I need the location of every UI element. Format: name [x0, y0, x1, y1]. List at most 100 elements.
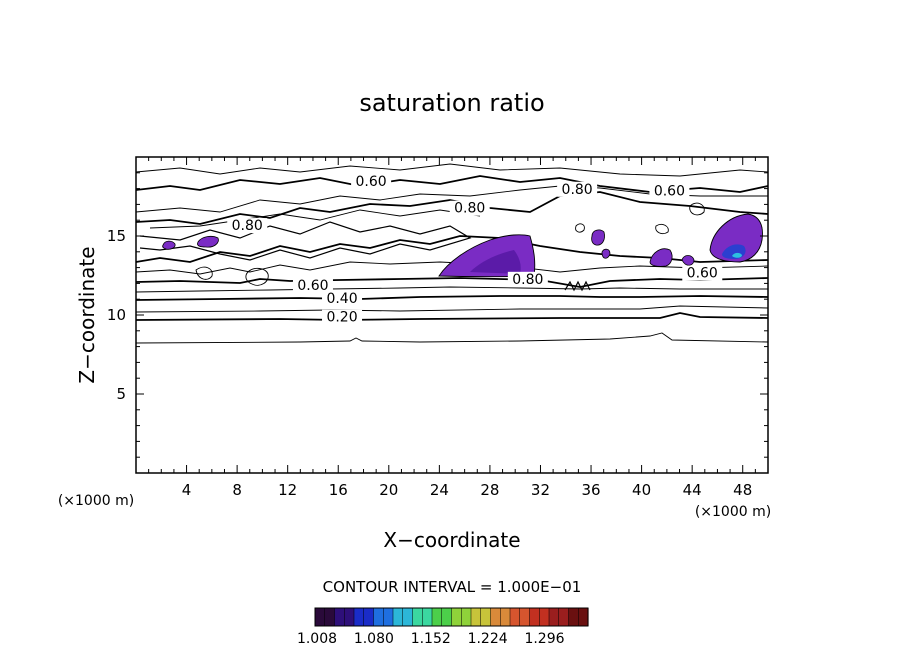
contour-blob-3: [575, 223, 585, 233]
x-tick-label: 32: [531, 481, 550, 499]
contour-blob-1: [245, 267, 269, 286]
contour-line-080-upper: [135, 191, 769, 225]
colorbar-cell: [510, 608, 521, 626]
contour-blob-4: [655, 223, 669, 235]
x-tick-label: 8: [232, 481, 242, 499]
region-left-1: [162, 240, 176, 250]
colorbar-tick-label: 1.224: [468, 631, 508, 647]
chart-title: saturation ratio: [359, 89, 544, 117]
region-mid-1: [591, 229, 605, 246]
y-axis-label: Z−coordinate: [75, 246, 99, 383]
contour-blob-2: [195, 266, 213, 280]
contour-label: 0.60: [297, 278, 328, 294]
colorbar-cell: [432, 608, 443, 626]
contour-line-low: [135, 332, 769, 344]
contour-label-background: [649, 183, 690, 199]
colorbar-cell: [422, 608, 433, 626]
colorbar: 1.008 1.080 1.152 1.224 1.296: [297, 607, 589, 647]
y-tick-label: 5: [116, 385, 126, 403]
contour-label-background: [322, 309, 363, 325]
colorbar-cell: [529, 608, 540, 626]
contour-line-050: [135, 286, 768, 293]
contour-ridge: [564, 280, 591, 292]
x-tick-label: 20: [379, 481, 398, 499]
colorbar-cell: [568, 608, 579, 626]
colorbar-tick-label: 1.008: [297, 631, 337, 647]
contour-lines: [135, 163, 769, 344]
colorbar-cell: [519, 608, 531, 626]
contour-label: 0.40: [326, 291, 357, 307]
x-tick-label: 24: [430, 481, 449, 499]
contour-label-background: [227, 218, 268, 234]
colorbar-cell: [373, 608, 384, 626]
contour-label: 0.60: [356, 174, 387, 190]
contour-blob-5: [689, 202, 705, 216]
colorbar-cell: [344, 608, 355, 626]
contour-label: 0.80: [562, 182, 593, 198]
contour-label-background: [351, 173, 392, 189]
x-tick-label: 40: [632, 481, 651, 499]
x-tick-label: 16: [329, 481, 348, 499]
contour-label-background: [292, 278, 333, 294]
colorbar-cell: [315, 608, 326, 626]
colorbar-cell: [441, 608, 453, 626]
y-axis: 5 10 15: [107, 172, 768, 458]
region-right-large: [709, 213, 763, 263]
colorbar-cell: [549, 608, 560, 626]
supersaturated-regions: [162, 213, 763, 278]
colorbar-tick-label: 1.080: [354, 631, 394, 647]
x-tick-label: 4: [182, 481, 192, 499]
y-tick-label: 15: [107, 227, 126, 245]
colorbar-cell: [393, 608, 404, 626]
colorbar-tick-label: 1.152: [411, 631, 451, 647]
region-right-1: [649, 248, 673, 267]
colorbar-cell: [383, 608, 394, 626]
x-axis: 4 8 12 16 20 24 28 32 36 40 44 48: [148, 157, 756, 499]
contour-label-group: 0.60 0.80 0.600.800.800.600.800.600.400.20: [227, 173, 723, 326]
contour-label-background: [449, 200, 490, 216]
contour-label-background: [507, 271, 548, 287]
colorbar-cell: [480, 608, 492, 626]
contour-label: 0.80: [454, 201, 485, 217]
colorbar-cell: [363, 608, 375, 626]
contour-line-060: [135, 277, 769, 288]
x-tick-label: 28: [480, 481, 499, 499]
contour-line-070: [135, 261, 769, 275]
colorbar-cell: [354, 608, 365, 626]
contour-line-020: [135, 312, 769, 321]
colorbar-cell: [490, 608, 501, 626]
region-mid-2: [601, 248, 611, 259]
colorbar-cell: [451, 608, 462, 626]
contour-line-030: [135, 305, 769, 313]
colorbar-cell: [412, 608, 423, 626]
contour-label: 0.60: [687, 266, 718, 282]
x-tick-label: 12: [278, 481, 297, 499]
colorbar-cell: [539, 608, 550, 626]
region-central-inner: [470, 250, 521, 274]
region-left-2: [197, 235, 219, 248]
contour-label-background: [682, 265, 723, 281]
y-tick-label: 10: [107, 306, 126, 324]
contour-label: 0.80: [512, 272, 543, 288]
x-axis-label: X−coordinate: [383, 528, 520, 552]
contour-label-background: [557, 181, 598, 197]
colorbar-cell: [558, 608, 570, 626]
contour-label: 0.80: [232, 218, 263, 234]
contour-label: 0.20: [326, 310, 357, 326]
colorbar-cell: [461, 608, 472, 626]
x-unit-left: (×1000 m): [58, 493, 134, 509]
colorbar-cell: [402, 608, 414, 626]
contour-line-050-upper: [135, 163, 769, 177]
colorbar-cell: [578, 608, 589, 626]
contour-line-080-lower: [135, 235, 769, 263]
colorbar-cell: [334, 608, 345, 626]
x-tick-label: 44: [683, 481, 702, 499]
region-right-large-core: [732, 252, 742, 258]
x-tick-label: 48: [733, 481, 752, 499]
x-tick-label: 36: [581, 481, 600, 499]
contour-line-040: [135, 295, 769, 301]
colorbar-cell: [324, 608, 336, 626]
plot-area: 0.60 0.80 0.600.800.800.600.800.600.400.20…: [107, 156, 769, 499]
colorbar-tick-label: 1.296: [524, 631, 564, 647]
